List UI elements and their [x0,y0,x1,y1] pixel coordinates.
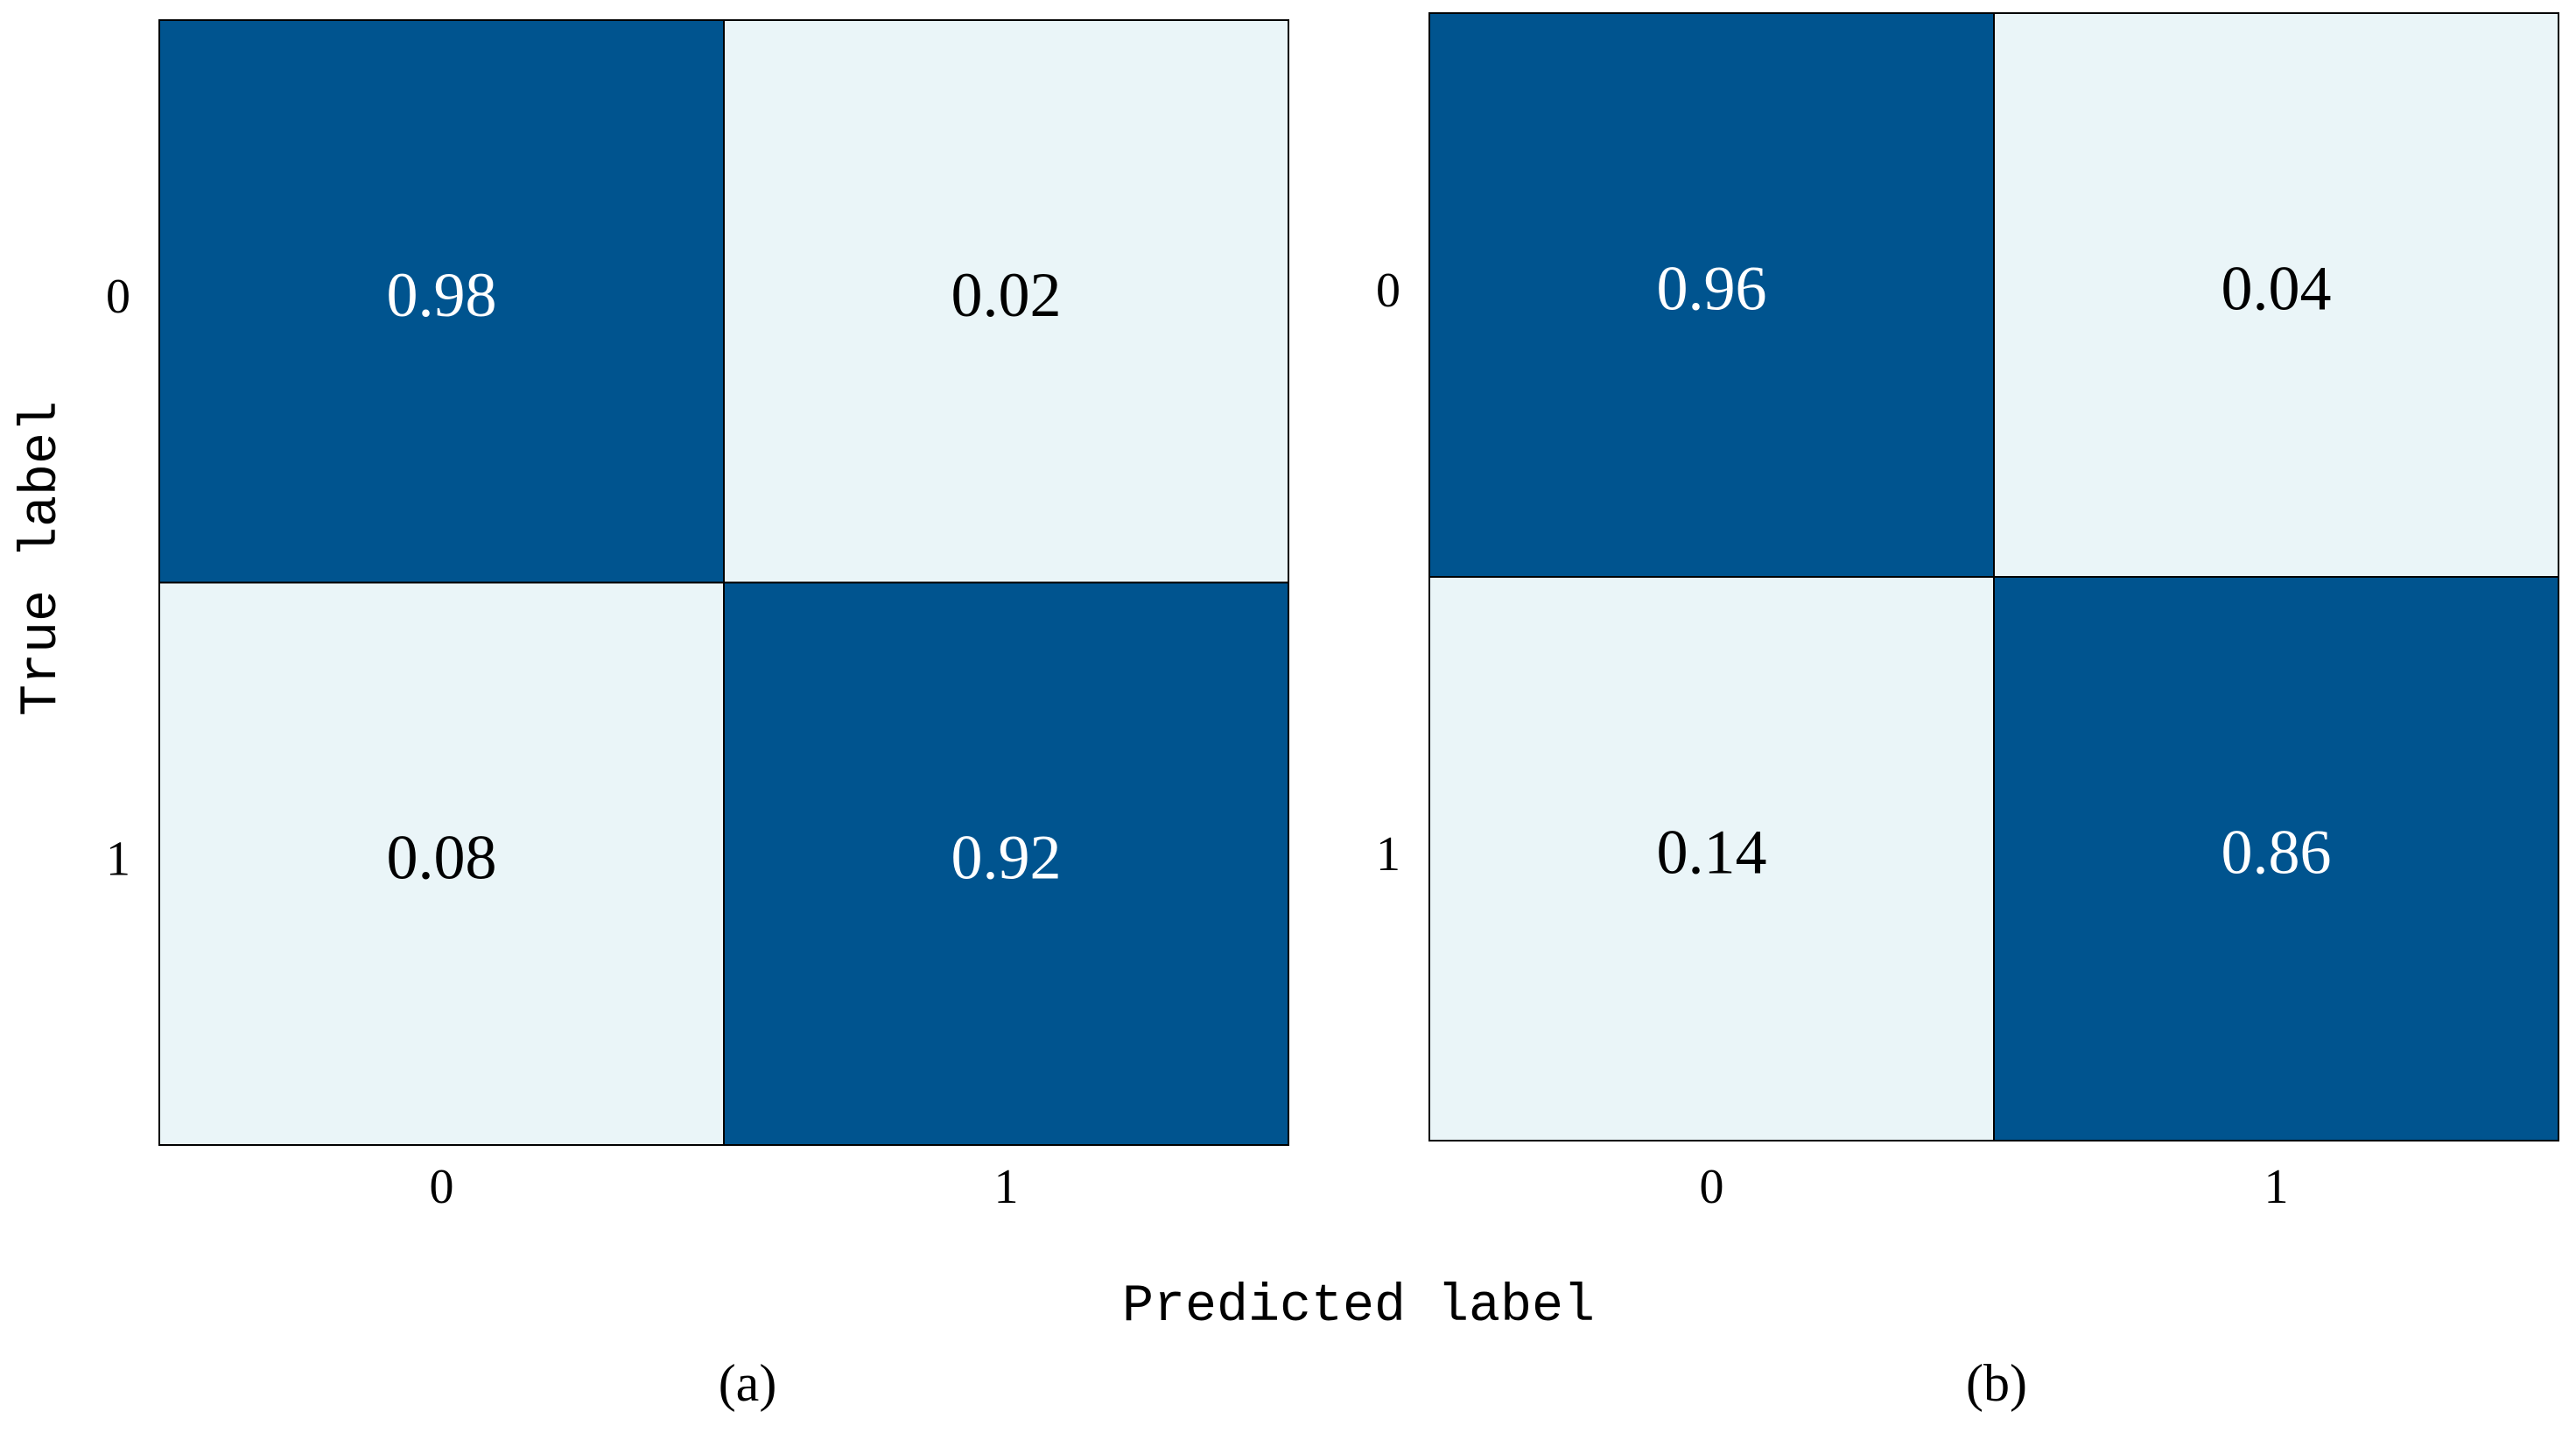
plot-frame [158,19,1289,1146]
y-tick-label: 1 [106,832,130,887]
cell-value: 0.08 [387,822,497,892]
x-tick-label: 0 [1700,1160,1724,1214]
caption: (b) [1966,1354,2027,1412]
y-tick-label: 0 [1376,263,1400,318]
cell-value: 0.86 [2222,818,2332,888]
cell [158,581,725,1146]
cell-value: 0.98 [387,260,497,330]
cell-value: 0.04 [2222,254,2332,324]
cell-value: 0.96 [1657,254,1767,324]
y-axis-label: True label [12,401,72,716]
x-axis-label: Predicted label [1122,1277,1595,1337]
plot-frame [1428,12,2559,1141]
cell [158,19,725,584]
cell-value: 0.02 [951,260,1062,330]
y-tick-label: 1 [1376,827,1400,882]
cell [1428,576,1995,1141]
cell [1428,12,1995,578]
x-tick-label: 1 [994,1160,1019,1214]
caption: (a) [719,1354,777,1412]
cell-value: 0.14 [1657,818,1767,888]
y-tick-label: 0 [106,270,130,324]
cell [723,581,1289,1146]
cell-value: 0.92 [951,822,1062,892]
x-tick-label: 1 [2264,1160,2289,1214]
x-tick-label: 0 [430,1160,454,1214]
cell [1993,12,2559,578]
